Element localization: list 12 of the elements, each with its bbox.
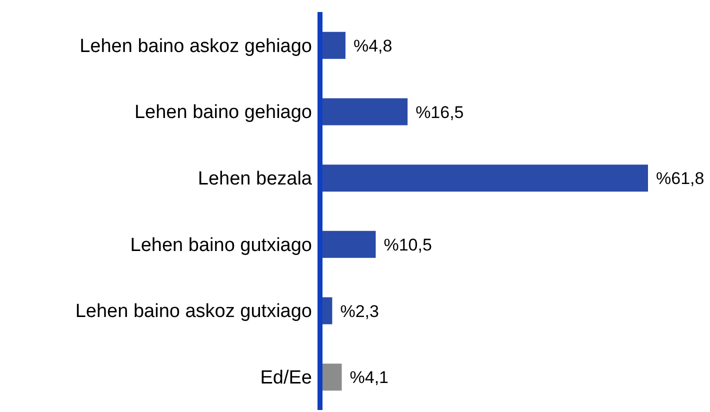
- y-tick-label: Lehen baino gehiago: [134, 102, 312, 124]
- data-label: %61,8: [656, 169, 704, 188]
- y-tick-label: Lehen baino gutxiago: [130, 234, 312, 256]
- data-label: %16,5: [416, 102, 464, 122]
- y-tick-label: Lehen baino askoz gehiago: [80, 36, 312, 57]
- data-label: %4,8: [353, 36, 392, 56]
- data-label: %10,5: [384, 235, 432, 254]
- y-tick-label: Lehen bezala: [198, 168, 312, 190]
- data-label: %4,1: [350, 368, 389, 388]
- y-tick-label: Lehen baino askoz gutxiago: [75, 301, 312, 322]
- data-label: %2,3: [340, 302, 379, 321]
- y-tick-label: Ed/Ee: [260, 368, 312, 389]
